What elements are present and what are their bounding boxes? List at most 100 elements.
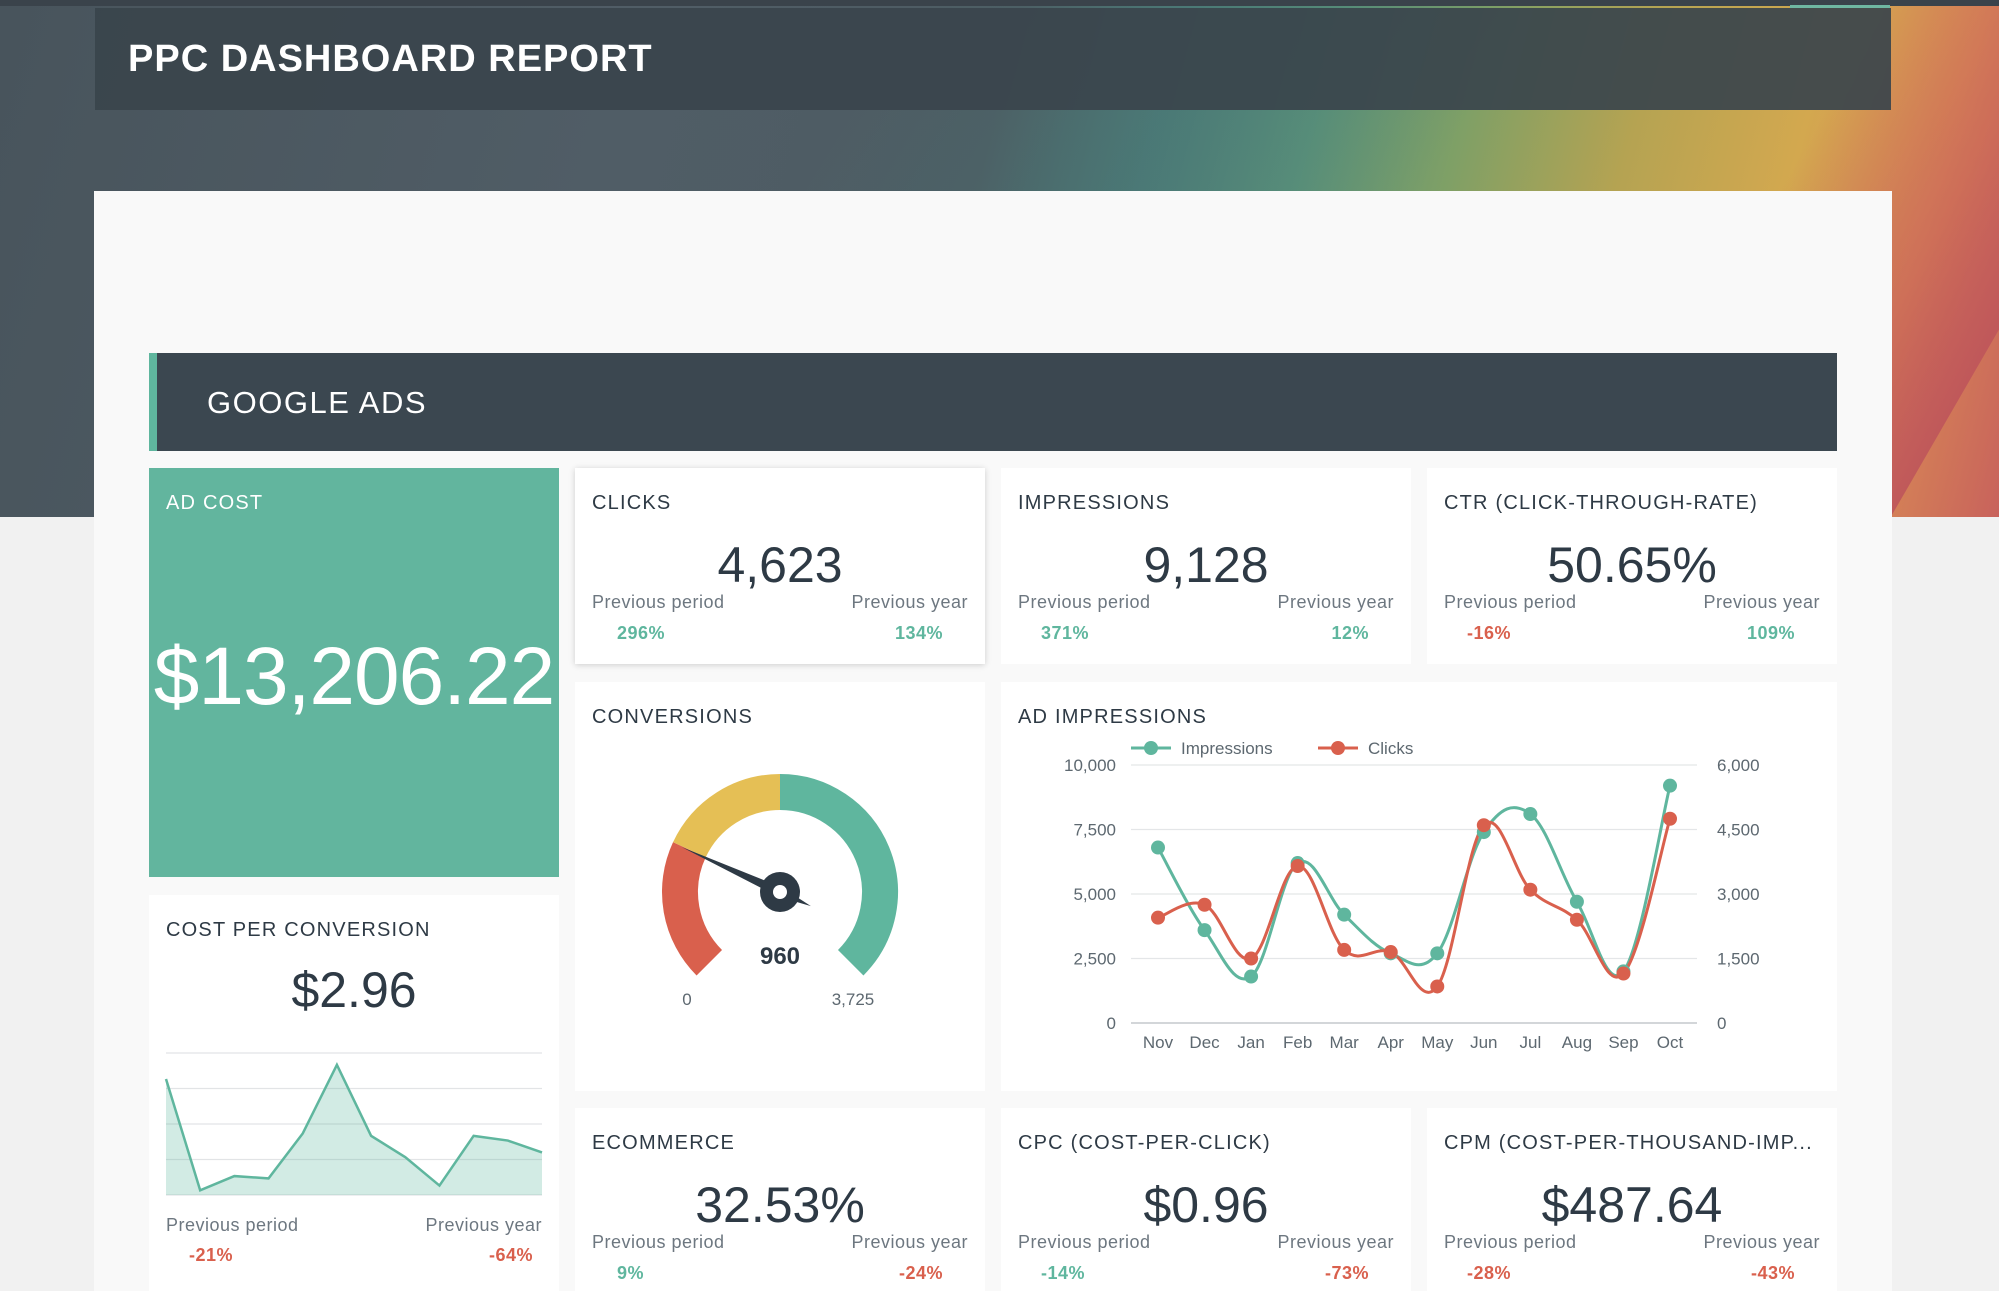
cpc-prev-year-label: Previous year bbox=[1277, 1232, 1394, 1252]
ad-impressions-card[interactable]: AD IMPRESSIONS 10,000 7,500 5,000 2,500 0 6,0… bbox=[1001, 682, 1837, 1091]
gauge-segment-low bbox=[662, 842, 723, 976]
y-right-tick: 3,000 bbox=[1717, 885, 1760, 904]
y-left-tick: 0 bbox=[1107, 1014, 1116, 1033]
ctr-prev-year-label: Previous year bbox=[1703, 592, 1820, 612]
cpc-card[interactable]: CPC (COST-PER-CLICK) $0.96 Previous peri… bbox=[1001, 1108, 1411, 1291]
ad-cost-value: $13,206.22 bbox=[153, 631, 555, 722]
data-point-clicks[interactable] bbox=[1244, 951, 1259, 966]
impressions-card[interactable]: IMPRESSIONS 9,128 Previous period Previo… bbox=[1001, 468, 1411, 664]
cpconv-prev-period-label: Previous period bbox=[166, 1215, 299, 1235]
x-tick: Aug bbox=[1562, 1033, 1592, 1052]
ecommerce-title: ECOMMERCE bbox=[592, 1132, 736, 1154]
ecommerce-card[interactable]: ECOMMERCE 32.53% Previous period Previou… bbox=[575, 1108, 985, 1291]
x-tick: Feb bbox=[1283, 1033, 1312, 1052]
y-right-tick: 0 bbox=[1717, 1014, 1726, 1033]
data-point-clicks[interactable] bbox=[1523, 882, 1538, 897]
ctr-card[interactable]: CTR (CLICK-THROUGH-RATE) 50.65% Previous… bbox=[1427, 468, 1837, 664]
cost-per-conversion-title: COST PER CONVERSION bbox=[166, 919, 431, 941]
cpm-title: CPM (COST-PER-THOUSAND-IMP... bbox=[1444, 1132, 1813, 1154]
cpconv-prev-year: -64% bbox=[488, 1245, 533, 1265]
cpm-card[interactable]: CPM (COST-PER-THOUSAND-IMP... $487.64 Pr… bbox=[1427, 1108, 1837, 1291]
section-accent bbox=[149, 353, 157, 451]
data-point-impressions[interactable] bbox=[1197, 923, 1212, 938]
data-point-impressions[interactable] bbox=[1569, 894, 1584, 909]
section-title: GOOGLE ADS bbox=[207, 385, 428, 420]
gauge-max-label: 3,725 bbox=[832, 990, 875, 1009]
y-right-tick: 6,000 bbox=[1717, 756, 1760, 775]
gauge-segment-mid bbox=[673, 774, 781, 858]
clicks-prev-period-label: Previous period bbox=[592, 592, 725, 612]
page-title: PPC DASHBOARD REPORT bbox=[128, 38, 653, 80]
data-point-impressions[interactable] bbox=[1663, 778, 1677, 793]
cost-per-conversion-sparkline bbox=[164, 1052, 543, 1196]
ecommerce-prev-year: -24% bbox=[898, 1263, 943, 1283]
data-point-clicks[interactable] bbox=[1616, 966, 1631, 981]
ctr-prev-period-label: Previous period bbox=[1444, 592, 1577, 612]
data-point-impressions[interactable] bbox=[1523, 807, 1538, 822]
cpconv-prev-period: -21% bbox=[189, 1245, 234, 1265]
data-point-impressions[interactable] bbox=[1151, 840, 1165, 855]
x-tick: Nov bbox=[1143, 1033, 1174, 1052]
clicks-title: CLICKS bbox=[592, 492, 672, 514]
cpc-prev-period-label: Previous period bbox=[1018, 1232, 1151, 1252]
data-point-clicks[interactable] bbox=[1383, 945, 1398, 960]
conversions-card[interactable]: CONVERSIONS 960 0 3,725 bbox=[575, 682, 985, 1091]
ad-cost-card[interactable]: AD COST $13,206.22 bbox=[149, 468, 559, 877]
x-tick: Jul bbox=[1519, 1033, 1541, 1052]
cpc-title: CPC (COST-PER-CLICK) bbox=[1018, 1132, 1271, 1154]
top-line-accent bbox=[1790, 5, 1890, 8]
clicks-value: 4,623 bbox=[717, 537, 843, 593]
data-point-clicks[interactable] bbox=[1569, 912, 1584, 927]
sparkline-line bbox=[164, 1061, 543, 1192]
impressions-prev-period: 371% bbox=[1041, 623, 1090, 643]
x-tick: Jan bbox=[1237, 1033, 1264, 1052]
clicks-prev-year: 134% bbox=[894, 623, 943, 643]
data-point-impressions[interactable] bbox=[1244, 969, 1259, 984]
section-header: GOOGLE ADS bbox=[149, 353, 1837, 451]
series-line-clicks bbox=[1157, 818, 1672, 994]
ad-cost-title: AD COST bbox=[166, 492, 264, 514]
data-point-clicks[interactable] bbox=[1290, 859, 1305, 874]
legend-label[interactable]: Clicks bbox=[1368, 739, 1413, 758]
ecommerce-prev-period: 9% bbox=[617, 1263, 645, 1283]
cpc-prev-period: -14% bbox=[1041, 1263, 1086, 1283]
data-point-clicks[interactable] bbox=[1476, 818, 1491, 833]
cpm-value: $487.64 bbox=[1541, 1177, 1723, 1233]
gauge-segment-high bbox=[779, 774, 898, 976]
legend-label[interactable]: Impressions bbox=[1181, 739, 1273, 758]
data-point-impressions[interactable] bbox=[1430, 946, 1445, 961]
data-point-clicks[interactable] bbox=[1151, 910, 1165, 925]
cpm-prev-period-label: Previous period bbox=[1444, 1232, 1577, 1252]
conversions-title: CONVERSIONS bbox=[592, 706, 754, 728]
legend-marker bbox=[1144, 741, 1158, 755]
cpc-value: $0.96 bbox=[1143, 1177, 1269, 1233]
x-tick: Oct bbox=[1657, 1033, 1684, 1052]
impressions-prev-year-label: Previous year bbox=[1277, 592, 1394, 612]
data-point-clicks[interactable] bbox=[1337, 942, 1352, 957]
cost-per-conversion-card[interactable]: COST PER CONVERSION $2.96 Previous perio… bbox=[149, 895, 559, 1291]
header-bar: PPC DASHBOARD REPORT bbox=[95, 8, 1891, 110]
impressions-prev-period-label: Previous period bbox=[1018, 592, 1151, 612]
y-right-tick: 4,500 bbox=[1717, 821, 1760, 840]
cpm-prev-year: -43% bbox=[1750, 1263, 1795, 1283]
x-tick: Jun bbox=[1470, 1033, 1497, 1052]
legend-marker bbox=[1331, 741, 1345, 755]
y-left-tick: 2,500 bbox=[1073, 950, 1116, 969]
data-point-impressions[interactable] bbox=[1337, 907, 1352, 922]
ecommerce-value: 32.53% bbox=[695, 1177, 865, 1233]
clicks-card[interactable]: CLICKS 4,623 Previous period Previous ye… bbox=[575, 468, 985, 664]
gauge-value: 960 bbox=[760, 943, 800, 970]
gauge-min-label: 0 bbox=[682, 990, 691, 1009]
gauge-hub-center bbox=[773, 885, 787, 899]
y-left-tick: 10,000 bbox=[1064, 756, 1116, 775]
data-point-clicks[interactable] bbox=[1197, 897, 1212, 912]
data-point-clicks[interactable] bbox=[1663, 811, 1677, 826]
cpm-prev-year-label: Previous year bbox=[1703, 1232, 1820, 1252]
cpc-prev-year: -73% bbox=[1324, 1263, 1369, 1283]
ad-impressions-title: AD IMPRESSIONS bbox=[1018, 706, 1208, 728]
x-tick: May bbox=[1421, 1033, 1454, 1052]
sparkline-area bbox=[166, 1064, 542, 1195]
data-point-clicks[interactable] bbox=[1430, 979, 1445, 994]
cpm-prev-period: -28% bbox=[1467, 1263, 1512, 1283]
impressions-value: 9,128 bbox=[1143, 537, 1269, 593]
